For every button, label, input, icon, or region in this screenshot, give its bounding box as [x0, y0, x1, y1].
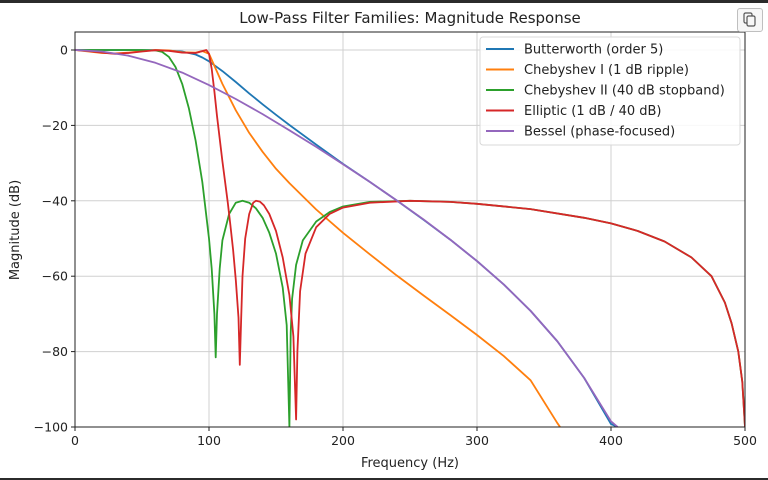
- legend-label: Bessel (phase-focused): [524, 125, 675, 140]
- y-tick-label: −80: [42, 344, 68, 359]
- legend-box: [479, 36, 741, 146]
- copy-button[interactable]: [737, 8, 763, 32]
- x-tick-label: 0: [71, 433, 79, 448]
- x-tick-label: 200: [331, 433, 355, 448]
- legend: Butterworth (order 5) Chebyshev I (1 dB r…: [479, 36, 741, 146]
- chart-title: Low-Pass Filter Families: Magnitude Resp…: [239, 9, 581, 27]
- series-group: [75, 49, 745, 427]
- y-tick-label: −40: [42, 193, 68, 208]
- copy-icon: [743, 12, 756, 27]
- window-top-border: [0, 0, 768, 3]
- x-axis-label: Frequency (Hz): [361, 456, 459, 471]
- x-tick-label: 500: [733, 433, 757, 448]
- y-axis: 0 −20 −40 −60 −80 −100: [34, 43, 75, 435]
- y-tick-label: −20: [42, 118, 68, 133]
- y-tick-label: −100: [34, 420, 68, 435]
- legend-label: Elliptic (1 dB / 40 dB): [524, 104, 662, 119]
- series-line-3: [75, 49, 745, 427]
- legend-label: Butterworth (order 5): [524, 43, 663, 58]
- legend-label: Chebyshev I (1 dB ripple): [524, 63, 689, 78]
- y-tick-label: −60: [42, 269, 68, 284]
- window-bottom-border: [0, 478, 768, 480]
- x-tick-label: 300: [465, 433, 489, 448]
- x-tick-label: 100: [197, 433, 221, 448]
- x-tick-label: 400: [599, 433, 623, 448]
- y-tick-label: 0: [60, 43, 68, 58]
- plot-frame: [74, 31, 746, 428]
- x-axis: 0 100 200 300 400 500: [71, 427, 757, 448]
- y-axis-label: Magnitude (dB): [8, 180, 23, 280]
- series-line-4: [75, 49, 619, 427]
- legend-label: Chebyshev II (40 dB stopband): [524, 84, 725, 99]
